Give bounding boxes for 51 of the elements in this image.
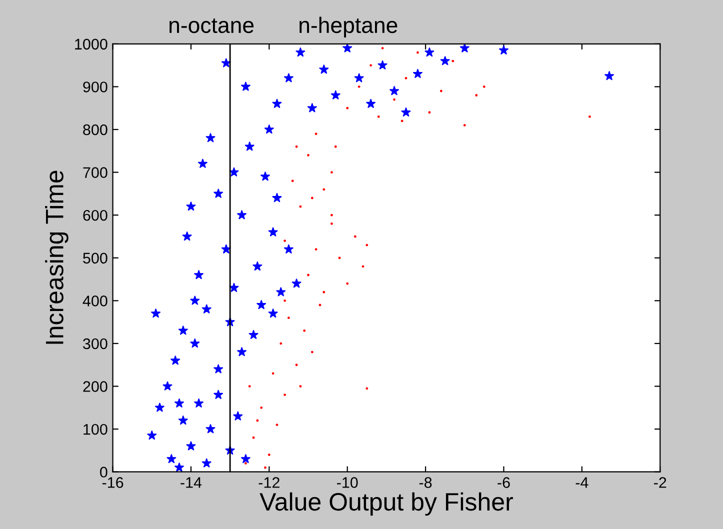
y-tick-label: 800 <box>83 124 108 136</box>
x-tick-label: -4 <box>576 477 588 488</box>
point <box>404 76 408 80</box>
point <box>377 115 380 118</box>
y-tick-label: 200 <box>83 381 108 392</box>
point <box>295 145 298 148</box>
y-axis-title: Increasing Time <box>45 170 68 344</box>
point <box>354 235 356 238</box>
y-tick-label: 300 <box>83 338 108 350</box>
text: n-heptane <box>300 16 398 38</box>
x-tick-label: -2 <box>654 477 666 488</box>
point <box>366 387 368 390</box>
y-tick-label: 1000 <box>75 38 108 50</box>
x-tick-label: -8 <box>419 477 432 488</box>
point <box>381 46 384 50</box>
point <box>310 196 314 200</box>
x-tick-label: -16 <box>102 477 124 488</box>
y-tick-label: 600 <box>83 210 108 221</box>
point <box>295 364 298 366</box>
point <box>338 256 341 260</box>
point <box>334 145 337 148</box>
x-axis-title: Value Output by Fisher <box>260 492 513 516</box>
x-tick-label: -12 <box>258 477 280 488</box>
point <box>291 180 294 182</box>
point <box>284 394 286 396</box>
y-tick-label: 700 <box>83 167 108 178</box>
point <box>322 290 326 294</box>
point <box>314 248 318 251</box>
y-tick-label: 900 <box>83 82 108 92</box>
point <box>452 60 454 62</box>
x-tick-label: -14 <box>180 477 202 488</box>
point <box>366 244 368 246</box>
x-tick-label: -6 <box>498 477 510 488</box>
point <box>280 342 282 345</box>
point <box>284 299 286 302</box>
point <box>260 406 263 409</box>
point <box>346 282 349 285</box>
point <box>252 436 255 439</box>
point <box>346 106 349 110</box>
y-tick-label: 400 <box>82 296 108 306</box>
x-tick-label: -10 <box>336 477 358 488</box>
y-tick-label: 0 <box>100 466 108 478</box>
y-tick-label: 100 <box>84 424 108 435</box>
point <box>310 350 314 354</box>
point <box>370 64 372 67</box>
y-tick-label: 500 <box>83 252 108 264</box>
point <box>428 111 431 114</box>
text: n-octane <box>170 18 254 34</box>
point <box>440 90 442 92</box>
point <box>322 188 326 191</box>
point <box>303 329 306 332</box>
